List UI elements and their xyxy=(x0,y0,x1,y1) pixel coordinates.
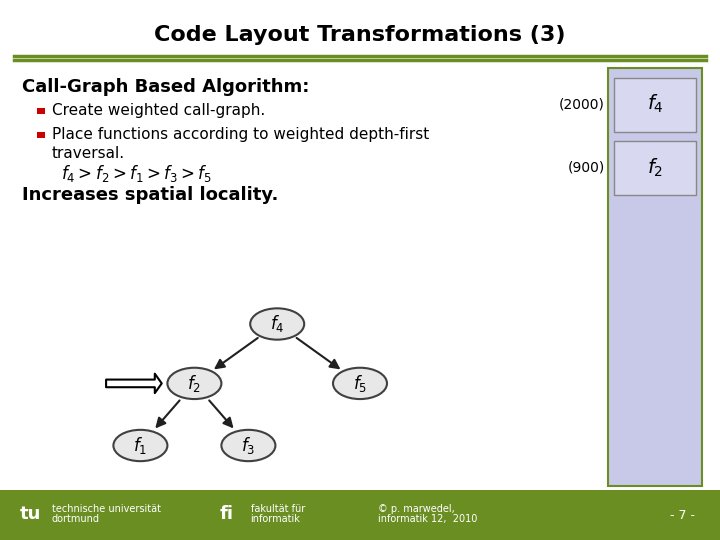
FancyBboxPatch shape xyxy=(0,490,720,540)
Text: $f_4 > f_2 > f_1 > f_3 > f_5$: $f_4 > f_2 > f_1 > f_3 > f_5$ xyxy=(61,164,212,184)
Bar xyxy=(37,108,45,114)
Text: fi: fi xyxy=(220,505,233,523)
Text: tu: tu xyxy=(20,505,42,523)
Ellipse shape xyxy=(114,430,167,461)
Ellipse shape xyxy=(333,368,387,399)
Text: Code Layout Transformations (3): Code Layout Transformations (3) xyxy=(154,25,566,45)
Ellipse shape xyxy=(167,368,222,399)
Ellipse shape xyxy=(251,308,304,340)
Text: - 7 -: - 7 - xyxy=(670,509,695,522)
Text: $f_2$: $f_2$ xyxy=(647,156,663,179)
Text: informatik 12,  2010: informatik 12, 2010 xyxy=(378,515,477,524)
Text: $f_3$: $f_3$ xyxy=(241,435,256,456)
Text: Place functions according to weighted depth-first: Place functions according to weighted de… xyxy=(52,127,429,142)
Ellipse shape xyxy=(222,430,275,461)
Text: informatik: informatik xyxy=(251,515,300,524)
Text: $f_4$: $f_4$ xyxy=(270,314,284,334)
Bar xyxy=(37,132,45,138)
Text: © p. marwedel,: © p. marwedel, xyxy=(378,504,455,514)
FancyBboxPatch shape xyxy=(608,68,702,486)
Text: Increases spatial locality.: Increases spatial locality. xyxy=(22,186,278,205)
Text: traversal.: traversal. xyxy=(52,146,125,161)
Text: (2000): (2000) xyxy=(559,97,605,111)
Text: Create weighted call-graph.: Create weighted call-graph. xyxy=(52,103,265,118)
FancyBboxPatch shape xyxy=(614,78,696,132)
Text: $f_2$: $f_2$ xyxy=(187,373,202,394)
FancyBboxPatch shape xyxy=(614,141,696,195)
Text: $f_5$: $f_5$ xyxy=(353,373,367,394)
Text: $f_1$: $f_1$ xyxy=(133,435,148,456)
Text: $f_4$: $f_4$ xyxy=(647,93,664,116)
Text: dortmund: dortmund xyxy=(52,515,100,524)
Text: (900): (900) xyxy=(567,160,605,174)
Text: technische universität: technische universität xyxy=(52,504,161,514)
Text: fakultät für: fakultät für xyxy=(251,504,305,514)
Text: Call-Graph Based Algorithm:: Call-Graph Based Algorithm: xyxy=(22,78,309,97)
